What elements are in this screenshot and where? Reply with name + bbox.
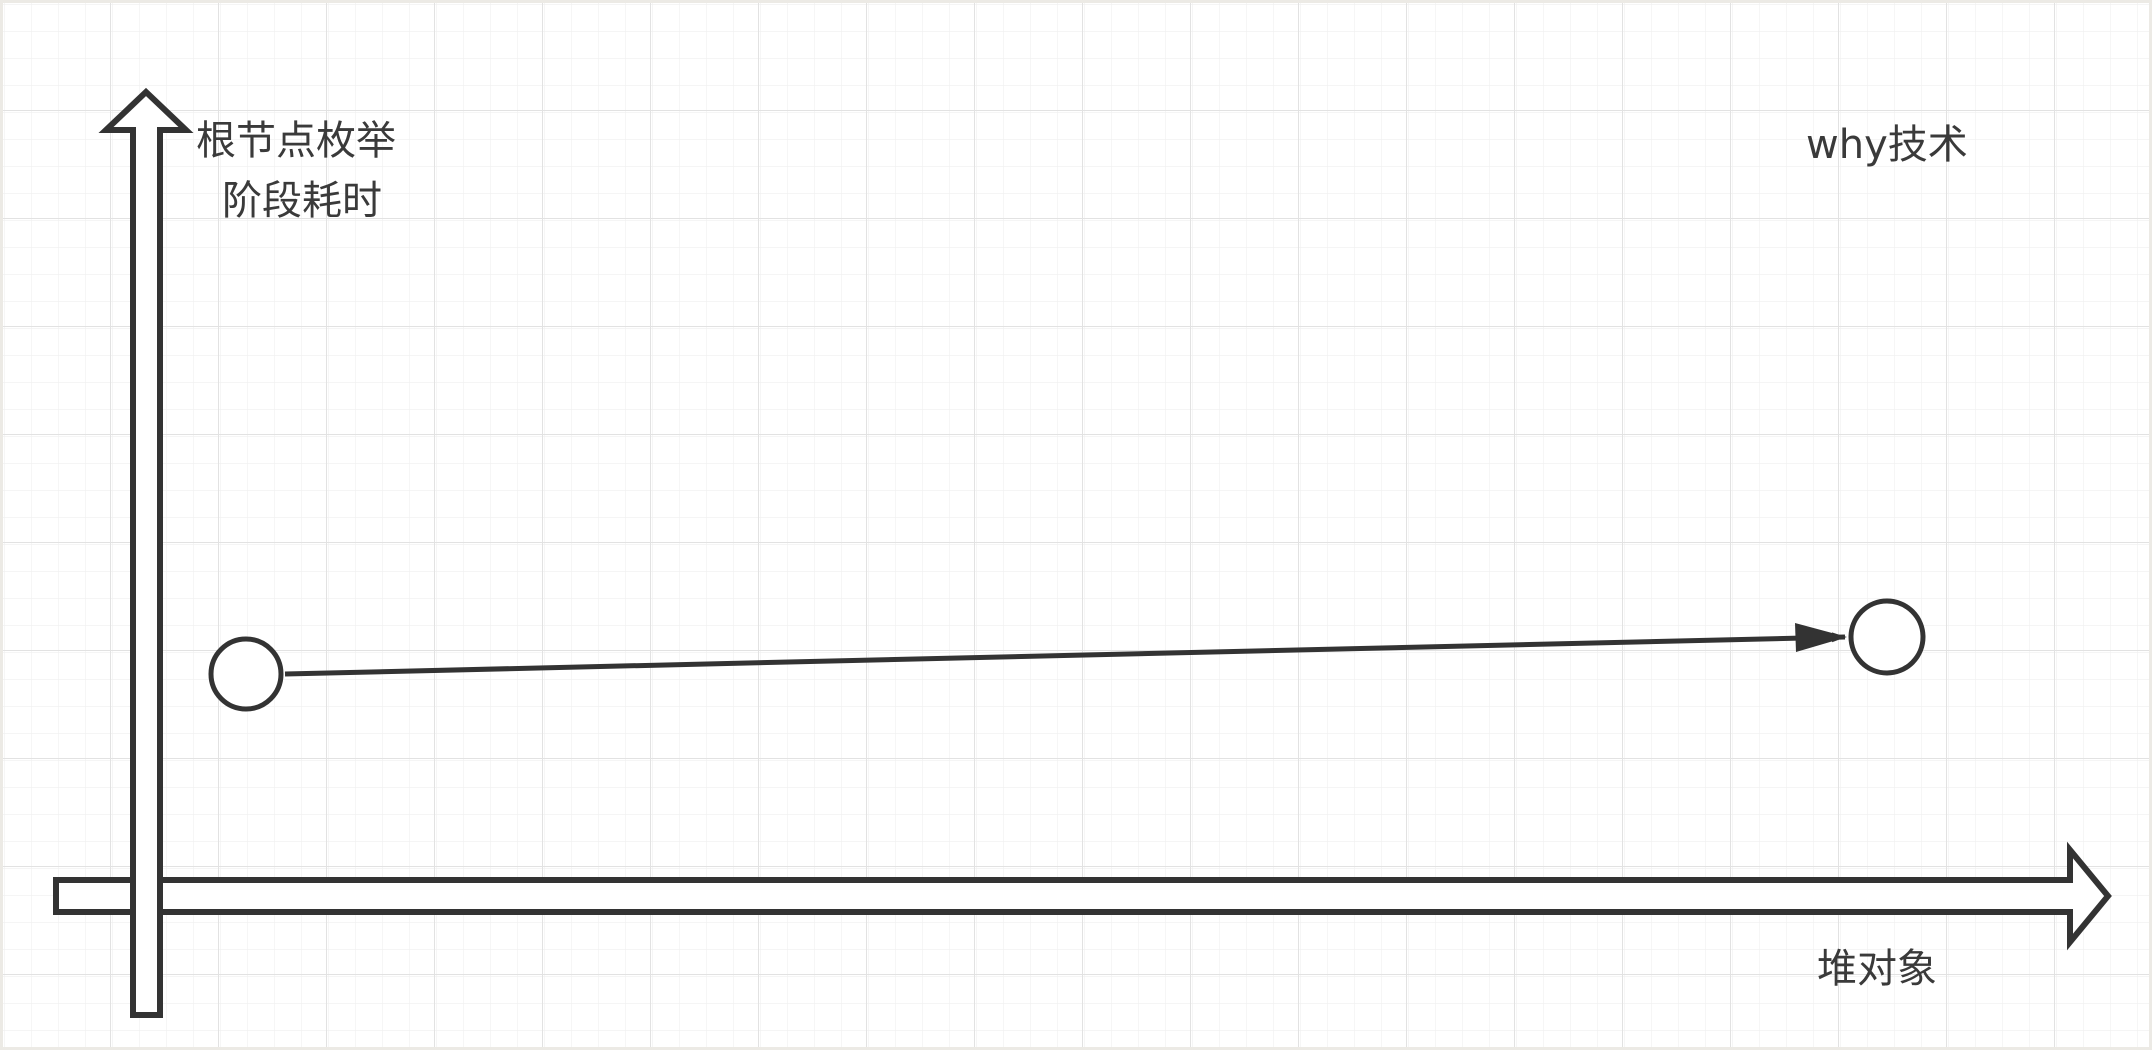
watermark-text: why技术: [1806, 122, 1968, 168]
y-axis-overlap: [133, 877, 160, 915]
connector-arrow[interactable]: [284, 632, 1846, 677]
start-node[interactable]: [208, 636, 284, 712]
x-axis-label: 堆对象: [1817, 946, 1937, 992]
connector-arrowhead: [1795, 623, 1847, 652]
x-axis-arrow[interactable]: [53, 841, 2112, 951]
end-node[interactable]: [1848, 598, 1926, 676]
y-axis-label-line1: 根节点枚举: [196, 118, 396, 164]
y-axis-arrow[interactable]: [98, 87, 194, 1018]
grid-lines: [3, 3, 2149, 1047]
y-axis-label-line2: 阶段耗时: [222, 178, 382, 224]
